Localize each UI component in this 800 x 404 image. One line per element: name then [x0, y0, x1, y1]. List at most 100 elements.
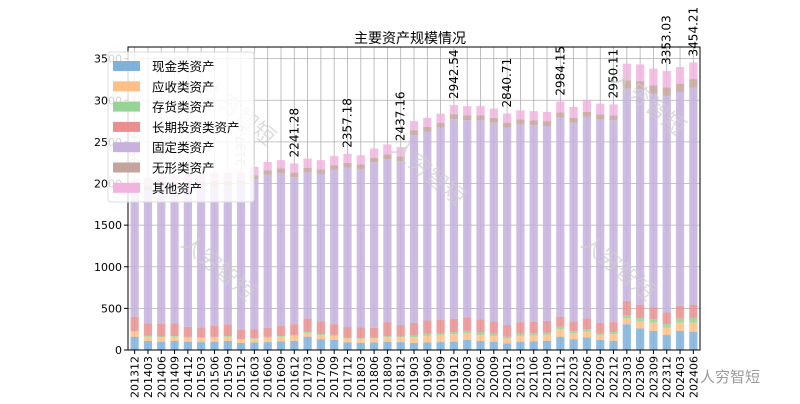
bar-segment: [224, 185, 232, 324]
bar-segment: [609, 104, 617, 115]
bar-segment: [383, 342, 391, 350]
y-tick-label: 0: [115, 344, 122, 357]
bar-segment: [463, 120, 471, 317]
legend-label: 存货类资产: [152, 100, 215, 115]
x-tick-label: 202209: [594, 356, 607, 398]
bar-segment: [530, 333, 538, 335]
bar-segment: [450, 334, 458, 341]
bar-segment: [463, 115, 471, 120]
bar-segment: [583, 112, 591, 117]
bar-segment: [490, 118, 498, 123]
bar-segment: [184, 338, 192, 342]
bar-segment: [556, 327, 564, 329]
bar-segment: [543, 112, 551, 121]
bar-segment: [476, 120, 484, 319]
bar-segment: [516, 119, 524, 124]
bar-segment: [397, 342, 405, 350]
bar-segment: [676, 323, 684, 331]
bar-segment: [330, 165, 338, 170]
bar-segment: [609, 115, 617, 120]
bar-segment: [264, 342, 272, 350]
bar-segment: [343, 163, 351, 168]
bar-segment: [277, 337, 285, 342]
legend-swatch: [113, 102, 140, 112]
x-tick-label: 202012: [501, 356, 514, 398]
bar-segment: [330, 324, 338, 335]
x-tick-label: 201406: [155, 356, 168, 398]
x-tick-label: 201312: [129, 356, 142, 398]
bar-segment: [383, 159, 391, 322]
bar-segment: [543, 321, 551, 333]
legend-label: 长期投资类资产: [152, 120, 240, 135]
bar-segment: [556, 117, 564, 316]
bar-segment: [530, 341, 538, 350]
total-data-label: 2942.54: [447, 49, 461, 99]
bar-segment: [436, 128, 444, 320]
bar-segment: [383, 336, 391, 337]
bar-segment: [330, 156, 338, 165]
legend-label: 其他资产: [152, 181, 202, 196]
bar-segment: [663, 88, 671, 96]
total-data-label: 2357.18: [340, 98, 354, 148]
legend-swatch: [113, 183, 140, 193]
bar-segment: [436, 123, 444, 128]
bar-segment: [490, 334, 498, 336]
bar-segment: [264, 162, 272, 170]
x-tick-label: 202106: [528, 356, 541, 398]
bar-segment: [689, 323, 697, 332]
bar-segment: [170, 324, 178, 336]
bar-segment: [277, 169, 285, 174]
bar-segment: [357, 155, 365, 164]
total-data-label: 2241.28: [287, 108, 301, 158]
bar-segment: [343, 168, 351, 328]
x-tick-label: 201903: [408, 356, 421, 398]
bar-segment: [410, 130, 418, 135]
x-tick-label: 202206: [581, 356, 594, 398]
bar-segment: [303, 159, 311, 168]
x-tick-label: 202003: [461, 356, 474, 398]
x-tick-label: 202203: [568, 356, 581, 398]
bar-segment: [264, 328, 272, 337]
bar-segment: [543, 335, 551, 341]
bar-segment: [317, 169, 325, 174]
bar-segment: [543, 121, 551, 126]
bar-segment: [250, 329, 258, 338]
bar-segment: [410, 323, 418, 335]
x-tick-label: 202212: [608, 356, 621, 398]
x-tick-label: 202103: [514, 356, 527, 398]
bar-segment: [423, 320, 431, 333]
bar-segment: [197, 327, 205, 337]
bar-segment: [410, 337, 418, 343]
footer-watermark: 人穷智短: [700, 368, 760, 386]
bar-segment: [623, 301, 631, 315]
bar-segment: [370, 162, 378, 328]
bar-segment: [570, 107, 578, 118]
bar-segment: [636, 328, 644, 350]
bar-segment: [423, 127, 431, 132]
bar-segment: [596, 114, 604, 119]
bar-segment: [689, 332, 697, 350]
legend-swatch: [113, 61, 140, 71]
bar-segment: [423, 343, 431, 350]
bar-segment: [357, 343, 365, 350]
bar-segment: [330, 340, 338, 350]
bar-segment: [530, 111, 538, 120]
bar-segment: [144, 336, 152, 337]
bar-segment: [357, 339, 365, 343]
bar-segment: [237, 185, 245, 330]
bar-segment: [436, 335, 444, 342]
total-data-label: 2984.15: [553, 46, 567, 96]
bar-segment: [623, 318, 631, 324]
bar-segment: [570, 321, 578, 331]
legend-label: 应收类资产: [152, 79, 215, 94]
x-tick-label: 201503: [195, 356, 208, 398]
bar-segment: [476, 115, 484, 120]
bar-segment: [503, 128, 511, 325]
chart-title: 主要资产规模情况: [354, 31, 466, 47]
x-tick-label: 201409: [169, 356, 182, 398]
bar-segment: [184, 337, 192, 338]
bar-segment: [250, 339, 258, 343]
bar-segment: [330, 170, 338, 324]
bar-segment: [357, 327, 365, 338]
